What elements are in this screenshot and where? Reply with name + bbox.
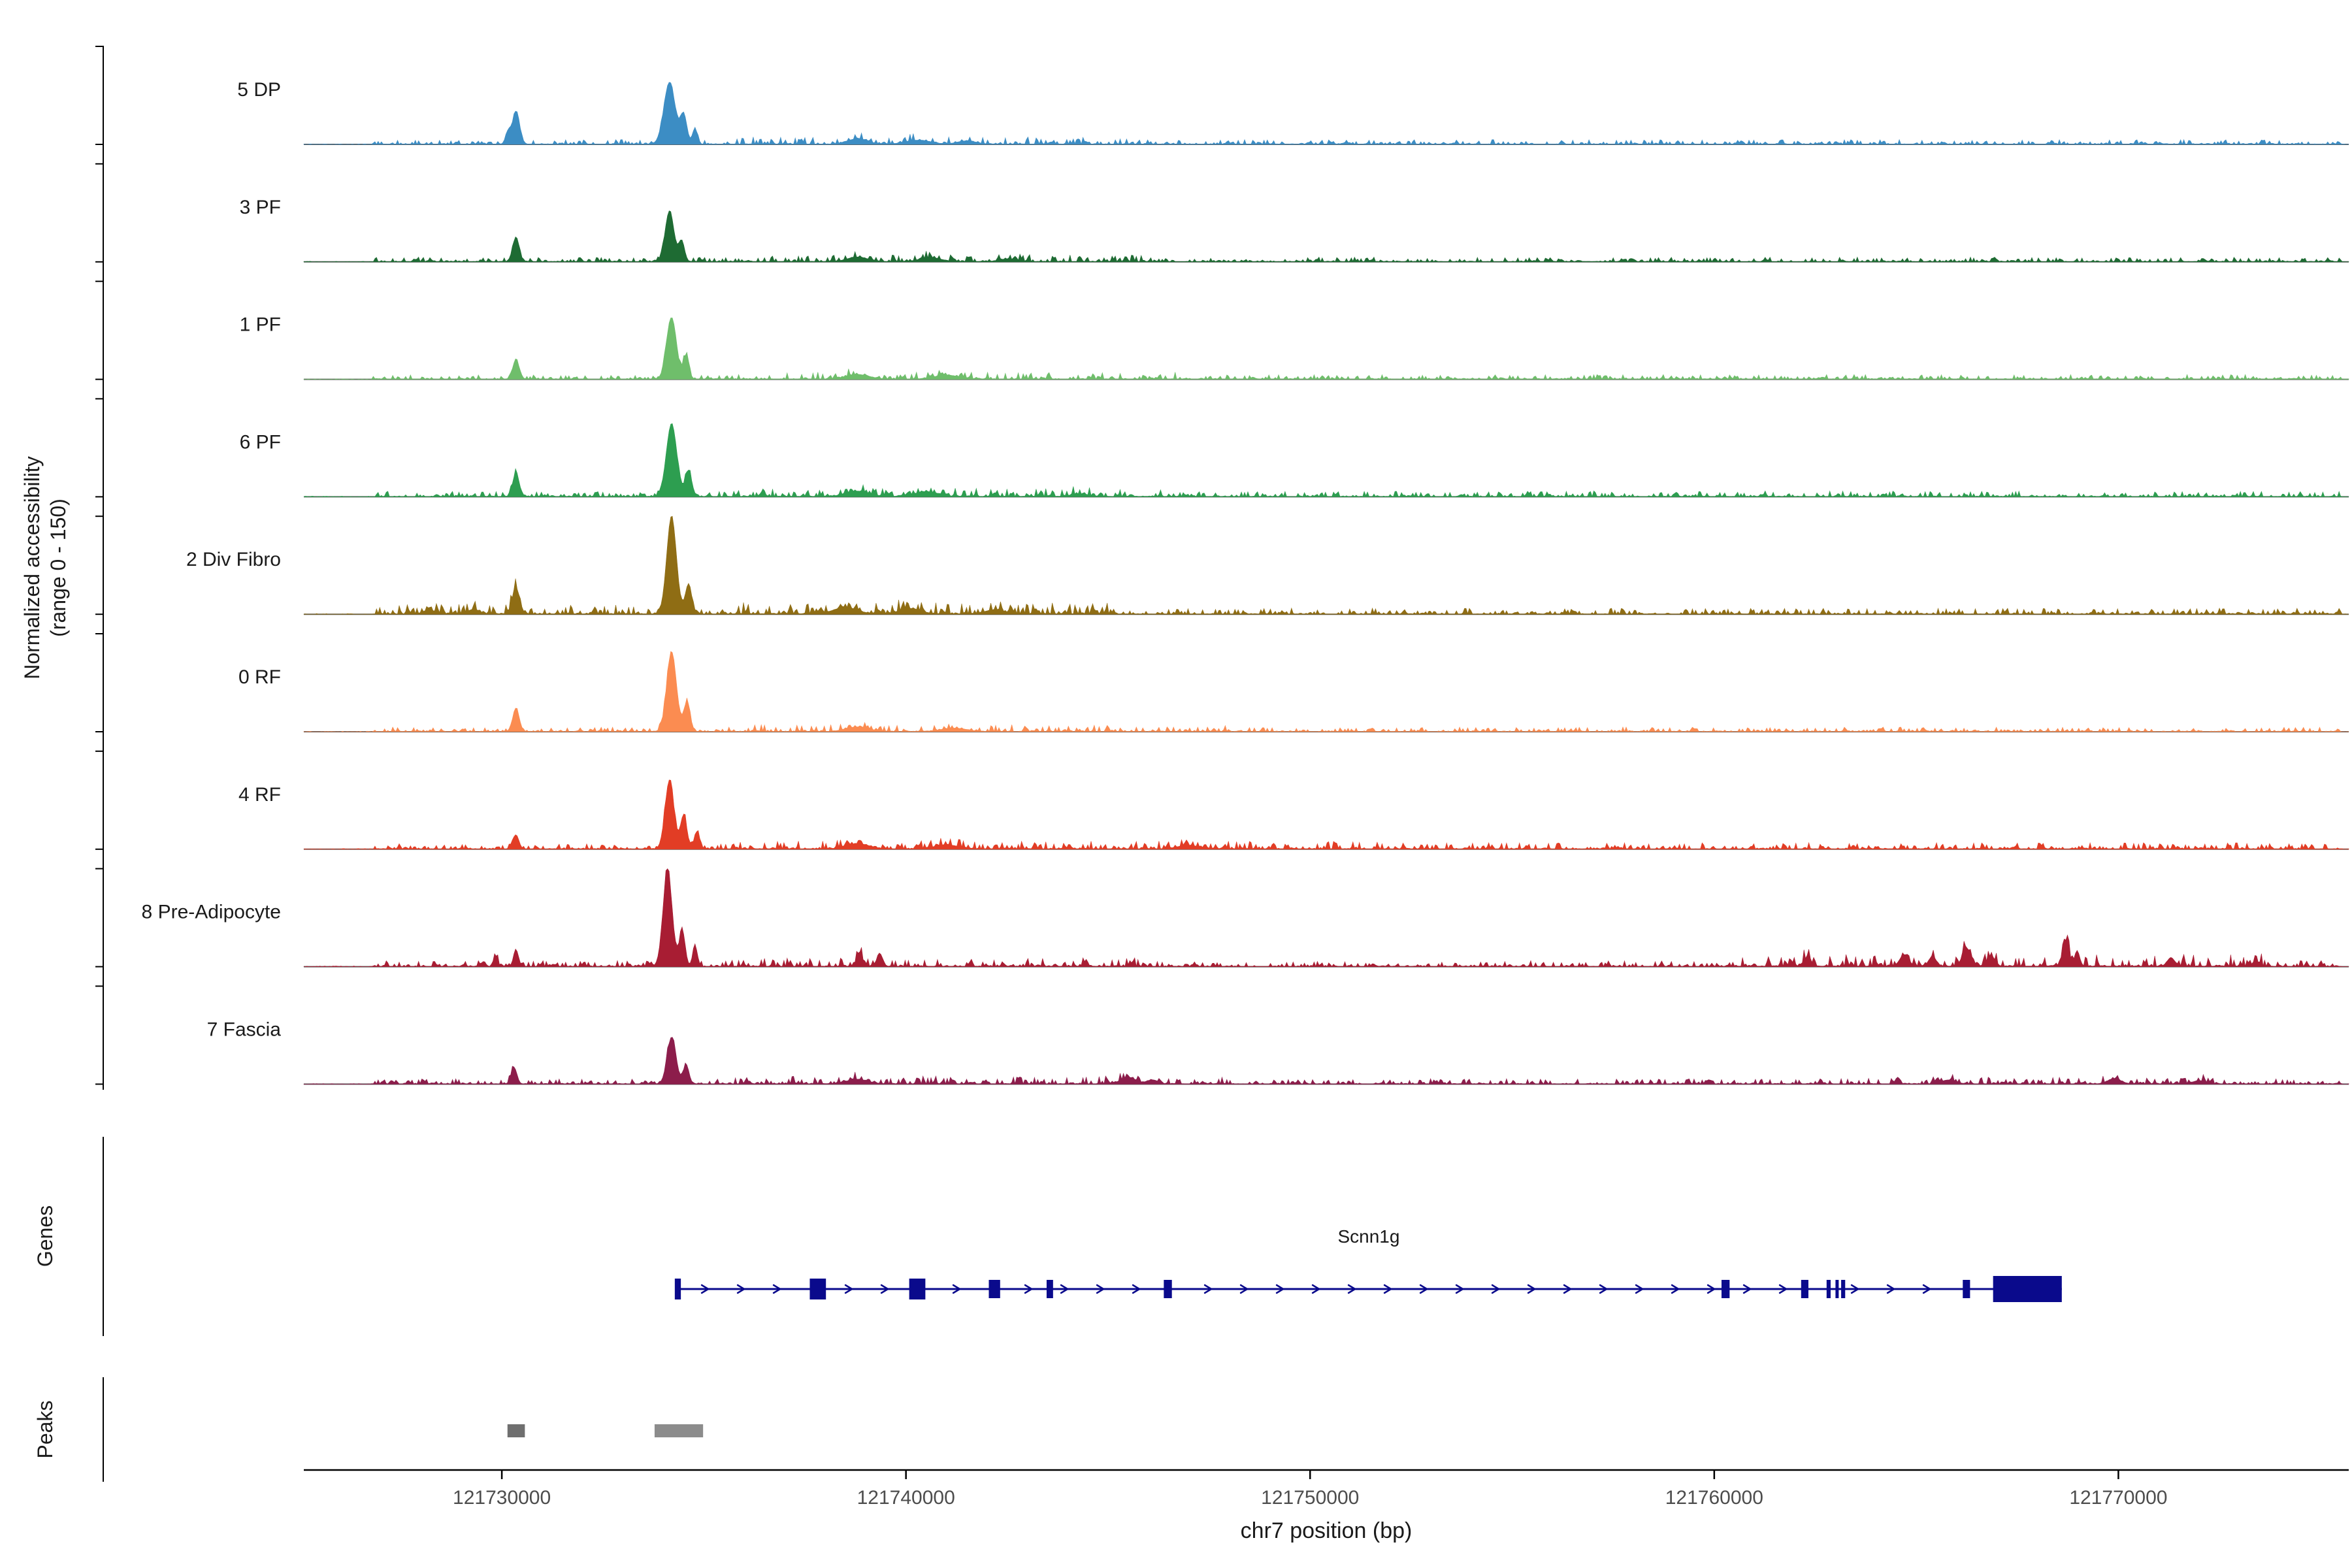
coverage-track-1-pf xyxy=(303,318,2349,380)
coverage-track-5-dp xyxy=(303,82,2349,145)
gene-strand-arrow-icon xyxy=(772,1284,781,1294)
gene-exon-2 xyxy=(809,1279,826,1299)
coverage-track-0-rf xyxy=(303,651,2349,732)
track-label-8-pre-adipocyte: 8 Pre-Adipocyte xyxy=(142,902,281,923)
gene-strand-arrow-icon xyxy=(1850,1284,1859,1294)
x-axis-tick-label: 121730000 xyxy=(453,1487,551,1509)
x-axis-tick-label: 121760000 xyxy=(1665,1487,1763,1509)
track-label-6-pf: 6 PF xyxy=(240,431,281,453)
x-axis-tick-label: 121770000 xyxy=(2069,1487,2167,1509)
genes-section-label: Genes xyxy=(33,1205,57,1267)
gene-strand-arrow-icon xyxy=(1275,1284,1284,1294)
gene-strand-arrow-icon xyxy=(1635,1284,1644,1294)
track-label-2-div-fibro: 2 Div Fibro xyxy=(186,549,281,570)
coverage-track-6-pf xyxy=(303,423,2349,497)
gene-strand-arrow-icon xyxy=(1599,1284,1608,1294)
gene-strand-arrow-icon xyxy=(1347,1284,1356,1294)
gene-exon-1 xyxy=(674,1279,681,1299)
gene-exon-5 xyxy=(1046,1280,1053,1298)
x-axis-title: chr7 position (bp) xyxy=(1241,1518,1413,1543)
gene-exon-10 xyxy=(1835,1280,1839,1298)
gene-exon-12 xyxy=(1963,1280,1970,1298)
coverage-track-4-rf xyxy=(303,779,2349,850)
peak-box-1 xyxy=(507,1424,525,1437)
gene-strand-arrow-icon xyxy=(1239,1284,1249,1294)
gene-exon-11 xyxy=(1841,1280,1846,1298)
coverage-track-7-fascia xyxy=(303,1037,2349,1085)
gene-strand-arrow-icon xyxy=(952,1284,961,1294)
track-label-1-pf: 1 PF xyxy=(240,314,281,336)
gene-strand-arrow-icon xyxy=(880,1284,889,1294)
gene-name-label: Scnn1g xyxy=(1337,1226,1399,1247)
gene-strand-arrow-icon xyxy=(700,1284,710,1294)
gene-strand-arrow-icon xyxy=(1527,1284,1536,1294)
gene-strand-arrow-icon xyxy=(1742,1284,1752,1294)
gene-exon-8 xyxy=(1801,1280,1808,1298)
gene-exon-7 xyxy=(1721,1280,1730,1298)
y-axis-label-line-1: Normalized accessibility xyxy=(20,456,44,679)
gene-strand-arrow-icon xyxy=(1563,1284,1572,1294)
gene-strand-arrow-icon xyxy=(1707,1284,1716,1294)
gene-exon-3 xyxy=(909,1279,926,1299)
coverage-track-3-pf xyxy=(303,210,2349,263)
gene-exon-13 xyxy=(1993,1276,2062,1302)
gene-strand-arrow-icon xyxy=(1455,1284,1464,1294)
x-axis-tick-label: 121750000 xyxy=(1261,1487,1359,1509)
gene-strand-arrow-icon xyxy=(1383,1284,1392,1294)
gene-strand-arrow-icon xyxy=(736,1284,745,1294)
gene-strand-arrow-icon xyxy=(1922,1284,1931,1294)
track-label-4-rf: 4 RF xyxy=(238,784,281,806)
coverage-track-2-div-fibro xyxy=(303,515,2349,615)
gene-strand-arrow-icon xyxy=(1419,1284,1428,1294)
track-label-7-fascia: 7 Fascia xyxy=(207,1019,282,1040)
gene-strand-arrow-icon xyxy=(1671,1284,1680,1294)
peak-box-2 xyxy=(654,1424,704,1437)
gene-strand-arrow-icon xyxy=(1491,1284,1500,1294)
gene-strand-arrow-icon xyxy=(1096,1284,1105,1294)
peaks-section-label: Peaks xyxy=(33,1401,57,1459)
gene-exon-4 xyxy=(988,1280,1000,1298)
track-label-5-dp: 5 DP xyxy=(237,79,281,101)
gene-strand-arrow-icon xyxy=(1024,1284,1033,1294)
coverage-track-8-pre-adipocyte xyxy=(303,868,2349,968)
gene-strand-arrow-icon xyxy=(1203,1284,1213,1294)
y-axis-label-line-2: (range 0 - 150) xyxy=(46,498,70,637)
gene-strand-arrow-icon xyxy=(1311,1284,1320,1294)
gene-strand-arrow-icon xyxy=(1132,1284,1141,1294)
gene-exon-6 xyxy=(1164,1280,1172,1298)
gene-strand-arrow-icon xyxy=(1060,1284,1069,1294)
gene-strand-arrow-icon xyxy=(1778,1284,1788,1294)
gene-strand-arrow-icon xyxy=(1886,1284,1895,1294)
gene-exon-9 xyxy=(1826,1280,1831,1298)
gene-strand-arrow-icon xyxy=(844,1284,853,1294)
x-axis-tick-label: 121740000 xyxy=(857,1487,955,1509)
track-label-0-rf: 0 RF xyxy=(238,666,281,688)
track-label-3-pf: 3 PF xyxy=(240,197,281,218)
